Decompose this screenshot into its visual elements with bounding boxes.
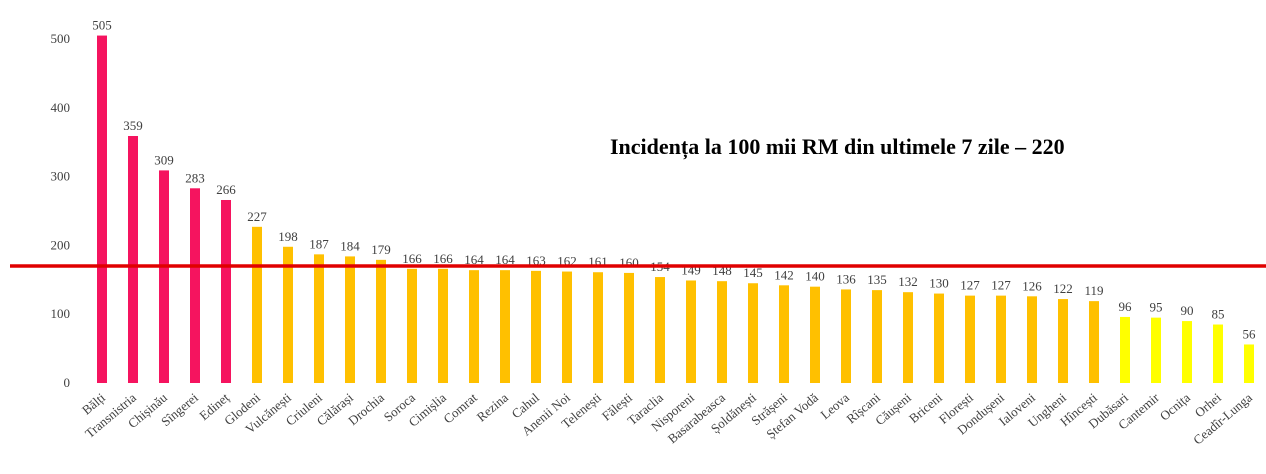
data-label: 56: [1243, 326, 1257, 341]
bar: [531, 270, 541, 383]
bar: [996, 295, 1006, 383]
x-tick-label: Căușeni: [872, 390, 914, 429]
x-tick-label: Comrat: [440, 390, 480, 427]
y-tick-label: 500: [51, 31, 71, 46]
bar: [1089, 301, 1099, 383]
bar: [748, 283, 758, 383]
bar: [283, 246, 293, 383]
x-tick-label: Rezina: [474, 390, 511, 425]
data-label: 96: [1119, 299, 1133, 314]
bar: [1027, 296, 1037, 383]
data-label: 145: [743, 265, 763, 280]
bar: [624, 272, 634, 383]
bar: [500, 270, 510, 383]
data-label: 127: [991, 278, 1011, 293]
data-label: 90: [1181, 303, 1194, 318]
bar: [469, 270, 479, 383]
bar: [345, 256, 355, 383]
bar: [376, 259, 386, 383]
data-label: 136: [836, 271, 856, 286]
y-tick-label: 300: [51, 169, 71, 184]
bar: [159, 170, 169, 383]
bar: [562, 271, 572, 383]
bar: [1244, 344, 1254, 383]
bar: [1120, 316, 1130, 383]
data-label: 164: [495, 252, 515, 267]
data-label: 122: [1053, 281, 1073, 296]
bar: [841, 289, 851, 383]
bar: [190, 188, 200, 383]
bar: [593, 272, 603, 383]
data-label: 163: [526, 253, 546, 268]
data-label: 359: [123, 118, 143, 133]
bar: [221, 199, 231, 383]
data-label: 85: [1212, 307, 1225, 322]
data-label: 187: [309, 236, 329, 251]
data-label: 309: [154, 152, 174, 167]
data-label: 266: [216, 182, 236, 197]
bar: [934, 293, 944, 383]
bar: [717, 281, 727, 383]
bar: [1182, 321, 1192, 383]
data-label: 166: [433, 251, 453, 266]
bar: [1058, 299, 1068, 383]
y-tick-label: 200: [51, 237, 71, 252]
bar: [1151, 317, 1161, 383]
data-label: 140: [805, 269, 825, 284]
data-label: 505: [92, 18, 112, 33]
y-tick-label: 0: [64, 375, 71, 390]
annotation: Incidența la 100 mii RM din ultimele 7 z…: [610, 134, 1065, 160]
bar: [655, 277, 665, 383]
bar: [128, 136, 138, 383]
data-label: 227: [247, 209, 267, 224]
y-tick-label: 100: [51, 306, 71, 321]
bar: [810, 286, 820, 383]
bar: [903, 292, 913, 383]
data-label: 132: [898, 274, 918, 289]
data-label: 127: [960, 278, 980, 293]
data-label: 179: [371, 242, 391, 257]
bar: [1213, 324, 1223, 383]
data-label: 164: [464, 252, 484, 267]
data-label: 166: [402, 251, 422, 266]
bar: [252, 226, 262, 383]
bar: [686, 280, 696, 383]
data-label: 198: [278, 229, 298, 244]
data-label: 283: [185, 170, 205, 185]
bar: [872, 290, 882, 383]
data-label: 119: [1084, 283, 1103, 298]
bar: [965, 295, 975, 383]
bar: [438, 268, 448, 383]
data-label: 130: [929, 276, 949, 291]
data-label: 142: [774, 267, 794, 282]
bar: [407, 268, 417, 383]
x-tick-label: Ocnița: [1157, 390, 1193, 424]
bar: [97, 35, 107, 384]
y-tick-label: 400: [51, 100, 71, 115]
bar: [779, 285, 789, 383]
bar: [314, 254, 324, 383]
x-tick-label: Drochia: [345, 390, 387, 429]
data-label: 184: [340, 238, 360, 253]
data-label: 126: [1022, 278, 1042, 293]
data-label: 95: [1150, 300, 1163, 315]
data-label: 135: [867, 272, 887, 287]
